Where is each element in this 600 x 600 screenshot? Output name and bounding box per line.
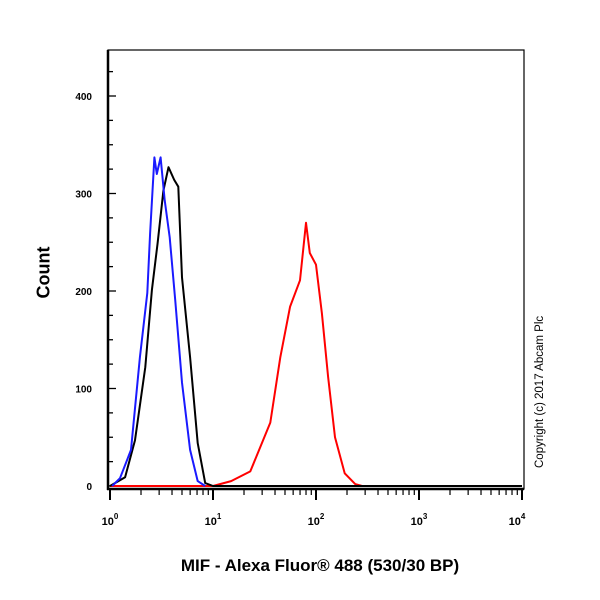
histogram-series-0 — [110, 221, 522, 487]
histogram-series-1 — [109, 166, 522, 487]
copyright-annotation: Copyright (c) 2017 Abcam Plc — [534, 315, 546, 468]
y-axis-label: Count — [33, 246, 54, 299]
x-axis-label: MIF - Alexa Fluor® 488 (530/30 BP) — [180, 556, 460, 575]
x-tick-label: 104 — [509, 512, 526, 528]
x-tick-label: 100 — [102, 512, 119, 528]
y-tick-label: 300 — [75, 190, 92, 201]
y-tick-label: 0 — [86, 482, 92, 493]
x-tick-label: 103 — [411, 512, 428, 528]
y-tick-label: 100 — [75, 385, 92, 396]
x-tick-label: 101 — [205, 512, 222, 528]
histogram-series-2 — [111, 156, 206, 487]
x-tick-label: 102 — [308, 512, 325, 528]
y-tick-label: 400 — [75, 92, 92, 103]
y-tick-label: 200 — [75, 287, 92, 298]
